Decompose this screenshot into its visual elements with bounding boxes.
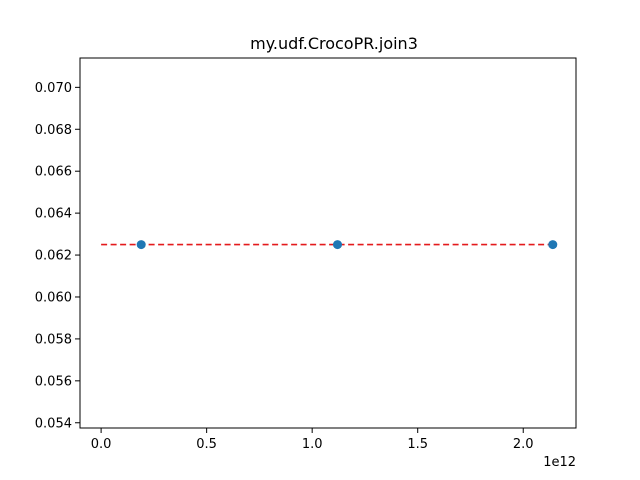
y-tick-label: 0.066 — [35, 165, 72, 180]
y-tick-label: 0.058 — [35, 332, 72, 347]
y-tick-label: 0.064 — [35, 207, 72, 222]
x-offset-label: 1e12 — [543, 455, 576, 470]
axes-frame — [79, 57, 577, 429]
plot-area — [101, 240, 558, 250]
x-tick-label: 1.5 — [407, 437, 428, 452]
data-point — [548, 240, 558, 250]
y-tick-label: 0.060 — [35, 290, 72, 305]
y-axis: 0.054 0.056 0.058 0.060 0.062 0.064 0.066 0.068… — [35, 81, 80, 431]
x-tick-label: 2.0 — [513, 437, 534, 452]
y-tick-label: 0.062 — [35, 249, 72, 264]
y-tick-label: 0.070 — [35, 81, 72, 96]
x-tick-label: 1.0 — [302, 437, 323, 452]
x-tick-label: 0.5 — [196, 437, 217, 452]
y-tick-label: 0.054 — [35, 416, 72, 431]
x-axis: 0.0 0.5 1.0 1.5 2.0 — [91, 428, 534, 452]
data-point — [136, 240, 146, 250]
chart-title: my.udf.CrocoPR.join3 — [250, 34, 418, 53]
y-tick-label: 0.068 — [35, 123, 72, 138]
x-tick-label: 0.0 — [91, 437, 112, 452]
y-tick-label: 0.056 — [35, 374, 72, 389]
data-point — [333, 240, 342, 250]
